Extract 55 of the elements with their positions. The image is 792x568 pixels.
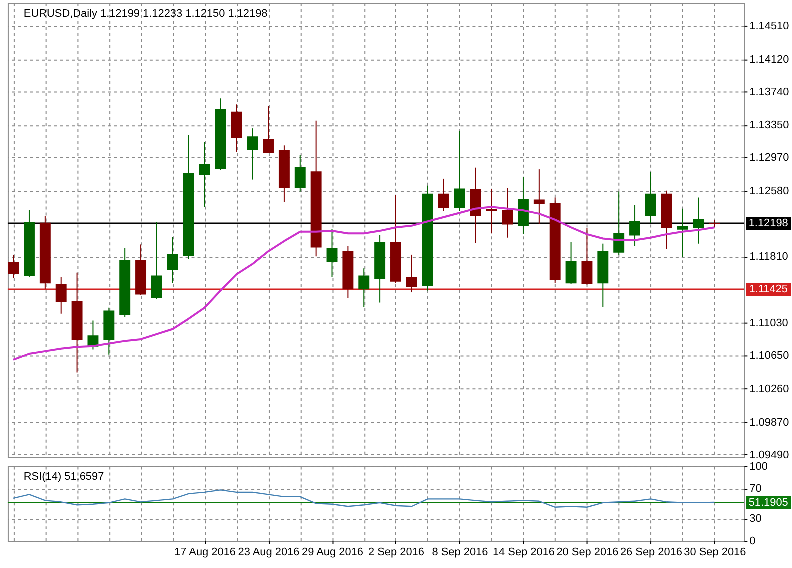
chart-title: RSI(14) 51.6597 bbox=[24, 471, 104, 484]
x-tick-label: 17 Aug 2016 bbox=[174, 546, 236, 558]
y-tick-label: 30 bbox=[750, 513, 762, 526]
candlestick bbox=[630, 204, 641, 247]
x-tick-label: 26 Sep 2016 bbox=[620, 546, 682, 558]
candlestick bbox=[582, 228, 593, 286]
y-tick-label: 0 bbox=[750, 535, 756, 548]
y-tick-label: 1.11810 bbox=[750, 251, 788, 264]
y-tick-label: 1.12580 bbox=[750, 185, 790, 198]
candlestick bbox=[247, 128, 258, 180]
candlestick bbox=[263, 106, 274, 154]
candlestick bbox=[454, 130, 466, 212]
y-tick-label: 1.10260 bbox=[750, 384, 790, 396]
y-tick-label: 1.14510 bbox=[750, 20, 790, 33]
ref-line-label: 1.12198 bbox=[748, 218, 788, 230]
candlestick bbox=[614, 191, 625, 256]
candlestick bbox=[199, 142, 210, 208]
candlestick bbox=[486, 188, 498, 234]
x-tick-label: 30 Sep 2016 bbox=[684, 546, 746, 558]
x-tick-label: 2 Sep 2016 bbox=[368, 546, 424, 558]
y-tick-label: 1.11030 bbox=[750, 318, 788, 330]
candlestick bbox=[326, 228, 338, 278]
y-tick-label: 1.09490 bbox=[750, 449, 790, 462]
candlestick bbox=[693, 197, 704, 244]
candlestick bbox=[645, 172, 656, 224]
x-tick-label: 29 Aug 2016 bbox=[302, 546, 364, 558]
y-tick-label: 1.13740 bbox=[750, 86, 790, 98]
x-tick-label: 20 Sep 2016 bbox=[556, 546, 619, 558]
y-tick-label: 100 bbox=[750, 460, 768, 473]
ref-line-label: 1.11425 bbox=[749, 284, 788, 296]
y-tick-label: 1.14120 bbox=[750, 54, 790, 66]
candlestick bbox=[406, 254, 418, 294]
candlestick bbox=[358, 268, 370, 308]
candlestick bbox=[294, 154, 306, 192]
ref-line-label: 51.1905 bbox=[748, 496, 788, 509]
candlestick bbox=[438, 178, 450, 212]
x-tick-label: 8 Sep 2016 bbox=[432, 546, 488, 558]
candlestick bbox=[502, 188, 514, 238]
candlestick bbox=[8, 254, 20, 279]
candlestick bbox=[677, 208, 688, 258]
y-tick-label: 1.12970 bbox=[750, 152, 790, 164]
candlestick bbox=[151, 222, 162, 300]
y-tick-label: 70 bbox=[750, 483, 762, 496]
candlestick bbox=[167, 236, 178, 284]
x-tick-label: 14 Sep 2016 bbox=[492, 546, 555, 558]
line-series bbox=[12, 206, 716, 361]
candlestick bbox=[56, 276, 67, 314]
candlestick bbox=[534, 169, 545, 225]
line-series bbox=[12, 490, 716, 508]
y-tick-label: 1.13350 bbox=[750, 120, 790, 132]
candlestick bbox=[566, 242, 577, 284]
y-tick-label: 1.09870 bbox=[750, 416, 790, 429]
chart-title: EURUSD,Daily 1.12199 1.12233 1.12150 1.12198 bbox=[24, 8, 268, 20]
x-tick-label: 23 Aug 2016 bbox=[238, 546, 300, 558]
y-tick-label: 1.10650 bbox=[750, 350, 790, 362]
